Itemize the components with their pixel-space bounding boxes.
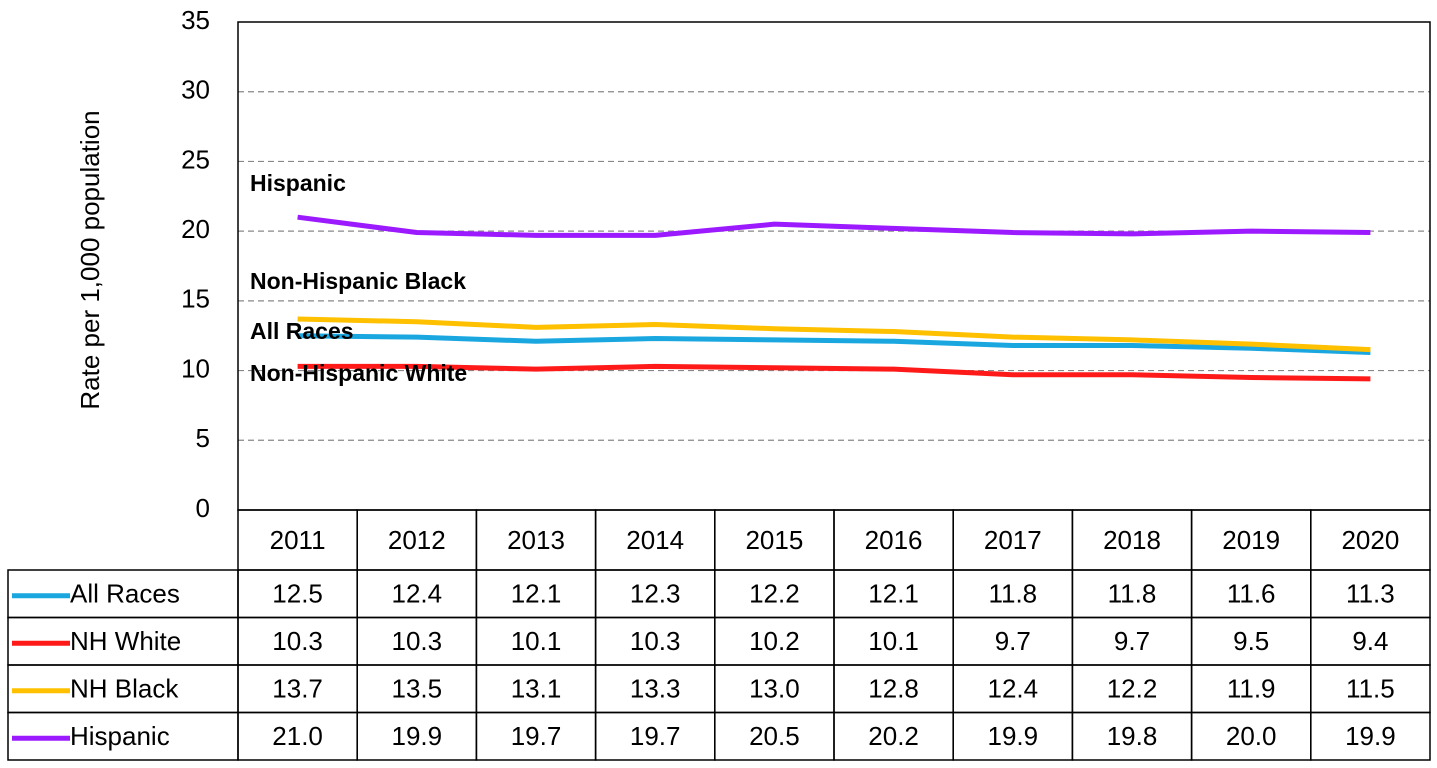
table-value: 19.8 <box>1107 721 1158 751</box>
y-tick-label: 5 <box>196 423 210 453</box>
x-tick-label: 2020 <box>1341 525 1399 555</box>
plot-border <box>237 21 1431 511</box>
table-value: 12.8 <box>868 674 919 704</box>
table-value: 9.4 <box>1352 626 1388 656</box>
table-value: 10.1 <box>868 626 919 656</box>
annotation: Hispanic <box>250 170 346 196</box>
table-value: 9.7 <box>1114 626 1150 656</box>
table-value: 10.3 <box>272 626 323 656</box>
table-value: 9.5 <box>1233 626 1269 656</box>
table-value: 11.9 <box>1227 674 1276 704</box>
table-value: 11.6 <box>1227 579 1276 609</box>
annotation: Non-Hispanic Black <box>250 268 466 294</box>
y-tick-label: 25 <box>181 144 210 174</box>
legend-label: NH Black <box>70 674 179 704</box>
legend-label: All Races <box>70 579 180 609</box>
table-value: 20.5 <box>749 721 800 751</box>
table-value: 12.1 <box>511 579 562 609</box>
x-tick-label: 2011 <box>270 525 326 555</box>
table-value: 19.7 <box>511 721 562 751</box>
table-value: 13.1 <box>511 674 562 704</box>
table-value: 11.8 <box>1108 579 1157 609</box>
table-value: 21.0 <box>272 721 323 751</box>
table-value: 11.3 <box>1346 579 1395 609</box>
y-tick-label: 20 <box>181 214 210 244</box>
table-value: 9.7 <box>995 626 1031 656</box>
y-tick-label: 35 <box>181 5 210 35</box>
table-value: 13.0 <box>749 674 800 704</box>
annotation: All Races <box>250 318 354 344</box>
legend-label: NH White <box>70 626 181 656</box>
table-value: 13.7 <box>272 674 323 704</box>
x-tick-label: 2012 <box>388 525 446 555</box>
table-value: 19.9 <box>391 721 442 751</box>
legend-label: Hispanic <box>70 721 170 751</box>
table-value: 12.3 <box>630 579 681 609</box>
table-value: 10.3 <box>630 626 681 656</box>
table-value: 12.2 <box>1107 674 1158 704</box>
table-value: 19.9 <box>1345 721 1396 751</box>
x-tick-label: 2014 <box>626 525 684 555</box>
table-value: 10.2 <box>749 626 800 656</box>
x-tick-label: 2013 <box>507 525 565 555</box>
x-tick-label: 2018 <box>1103 525 1161 555</box>
table-value: 12.1 <box>868 579 919 609</box>
x-tick-label: 2019 <box>1222 525 1280 555</box>
x-tick-label: 2016 <box>865 525 923 555</box>
series-line <box>297 333 1371 355</box>
table-value: 20.2 <box>868 721 919 751</box>
table-value: 11.8 <box>988 579 1037 609</box>
x-tick-label: 2015 <box>745 525 803 555</box>
table-value: 11.5 <box>1346 674 1395 704</box>
y-tick-label: 0 <box>196 493 210 523</box>
table-value: 10.1 <box>511 626 562 656</box>
table-value: 19.9 <box>987 721 1038 751</box>
series-line <box>297 363 1371 382</box>
table-value: 20.0 <box>1226 721 1277 751</box>
table-value: 12.4 <box>987 674 1038 704</box>
series-line <box>297 316 1371 353</box>
y-axis-label: Rate per 1,000 population <box>75 110 105 409</box>
table-value: 13.5 <box>391 674 442 704</box>
table-value: 10.3 <box>391 626 442 656</box>
x-tick-label: 2017 <box>984 525 1042 555</box>
annotation: Non-Hispanic White <box>250 360 467 386</box>
y-tick-label: 15 <box>181 284 210 314</box>
table-value: 19.7 <box>630 721 681 751</box>
y-tick-label: 10 <box>181 353 210 383</box>
table-value: 12.4 <box>391 579 442 609</box>
series-line <box>297 214 1371 238</box>
table-value: 13.3 <box>630 674 681 704</box>
table-value: 12.2 <box>749 579 800 609</box>
y-tick-label: 30 <box>181 75 210 105</box>
table-cell <box>1310 711 1431 761</box>
table-value: 12.5 <box>272 579 323 609</box>
